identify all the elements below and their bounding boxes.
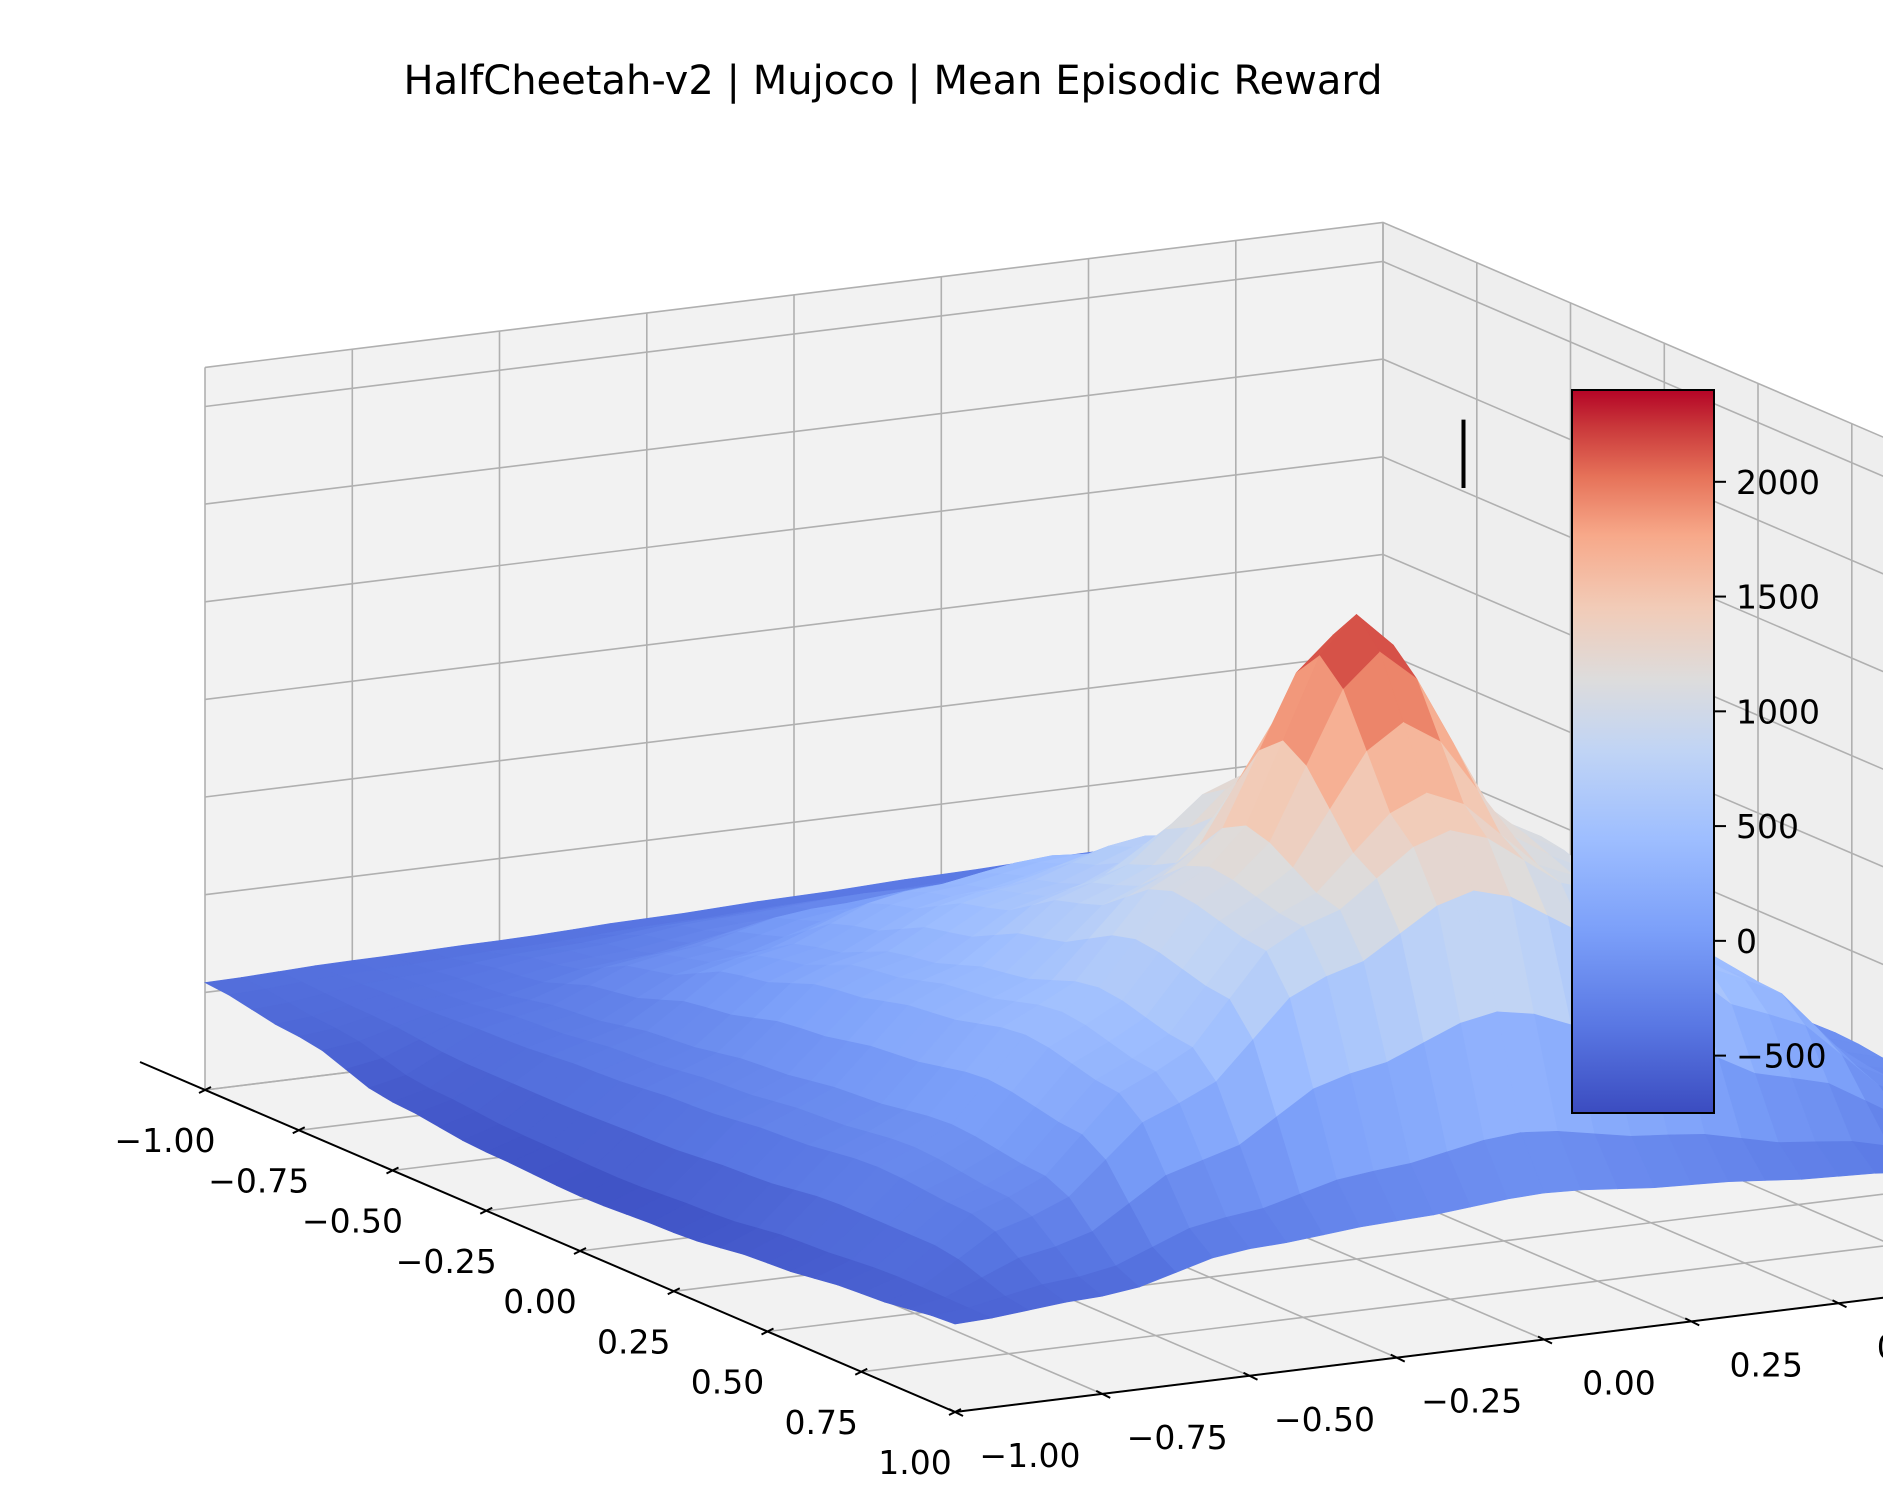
x-tick-mark	[479, 1206, 493, 1215]
x-tick-mark	[573, 1247, 587, 1255]
colorbar-tick-label: −500	[1736, 1037, 1827, 1076]
grid-z	[204, 260, 1883, 478]
x-tick-label: −0.50	[302, 1202, 403, 1241]
colorbar-tick-label: 1000	[1736, 692, 1820, 731]
y-tick-mark	[1243, 1371, 1258, 1381]
y-tick-label: −0.50	[1274, 1400, 1375, 1439]
colorbar-tick-label: 1500	[1736, 578, 1820, 617]
grid-z	[204, 553, 1883, 770]
grid-z	[204, 455, 1883, 673]
y-tick-label: −0.25	[1421, 1382, 1522, 1421]
y-tick-label: 0.25	[1730, 1345, 1803, 1384]
x-axis-line	[139, 1061, 956, 1413]
x-tick-mark	[292, 1126, 306, 1135]
y-tick-mark	[1537, 1335, 1553, 1345]
colorbar-gradient	[1571, 389, 1715, 1114]
x-axis-ticks: −1.00−0.75−0.50−0.250.00 0.25 0.50 0.75 1.00	[114, 1086, 962, 1482]
x-tick-mark	[854, 1367, 868, 1376]
x-tick-label: 1.00	[878, 1443, 951, 1482]
y-tick-mark	[1684, 1317, 1700, 1327]
y-tick-mark	[1095, 1389, 1111, 1399]
surface-patch	[1868, 1066, 1883, 1075]
grid-x	[767, 1193, 1883, 1333]
x-tick-label: 0.50	[691, 1363, 764, 1402]
y-tick-mark	[948, 1408, 964, 1417]
x-tick-mark	[667, 1287, 681, 1296]
colorbar-ticks: −500 0 500 1000 1500 2000	[1714, 463, 1827, 1076]
colorbar-tick-label: 500	[1736, 807, 1799, 846]
y-axis-ticks: −1.00−0.75−0.50−0.250.000.250.500.751.00	[948, 1299, 1883, 1475]
x-tick-mark	[386, 1166, 399, 1175]
x-tick-label: 0.00	[503, 1282, 576, 1321]
y-tick-label: 0.50	[1877, 1327, 1883, 1366]
grid-x	[861, 1245, 1883, 1373]
colorbar: −500 0 500 1000 1500 2000	[1571, 389, 1827, 1114]
x-tick-label: −0.25	[396, 1242, 497, 1281]
x-tick-label: −0.75	[208, 1161, 309, 1200]
x-tick-mark	[198, 1086, 212, 1094]
y-tick-label: −0.75	[1127, 1418, 1228, 1457]
grid-z	[204, 358, 1883, 575]
y-tick-label: −1.00	[979, 1436, 1080, 1475]
x-tick-mark	[761, 1327, 774, 1336]
y-tick-label: 0.00	[1582, 1364, 1655, 1403]
surface-patch	[930, 1307, 993, 1325]
x-tick-label: 0.25	[597, 1322, 670, 1361]
colorbar-tick-label: 2000	[1736, 463, 1820, 502]
y-tick-mark	[1832, 1299, 1847, 1309]
pane-edge	[204, 221, 1883, 438]
y-tick-mark	[1390, 1353, 1406, 1363]
chart-title: HalfCheetah-v2 | Mujoco | Mean Episodic …	[403, 58, 1382, 104]
x-tick-label: 0.75	[785, 1403, 858, 1442]
colorbar-tick-label: 0	[1736, 922, 1757, 961]
x-tick-label: −1.00	[114, 1121, 215, 1160]
